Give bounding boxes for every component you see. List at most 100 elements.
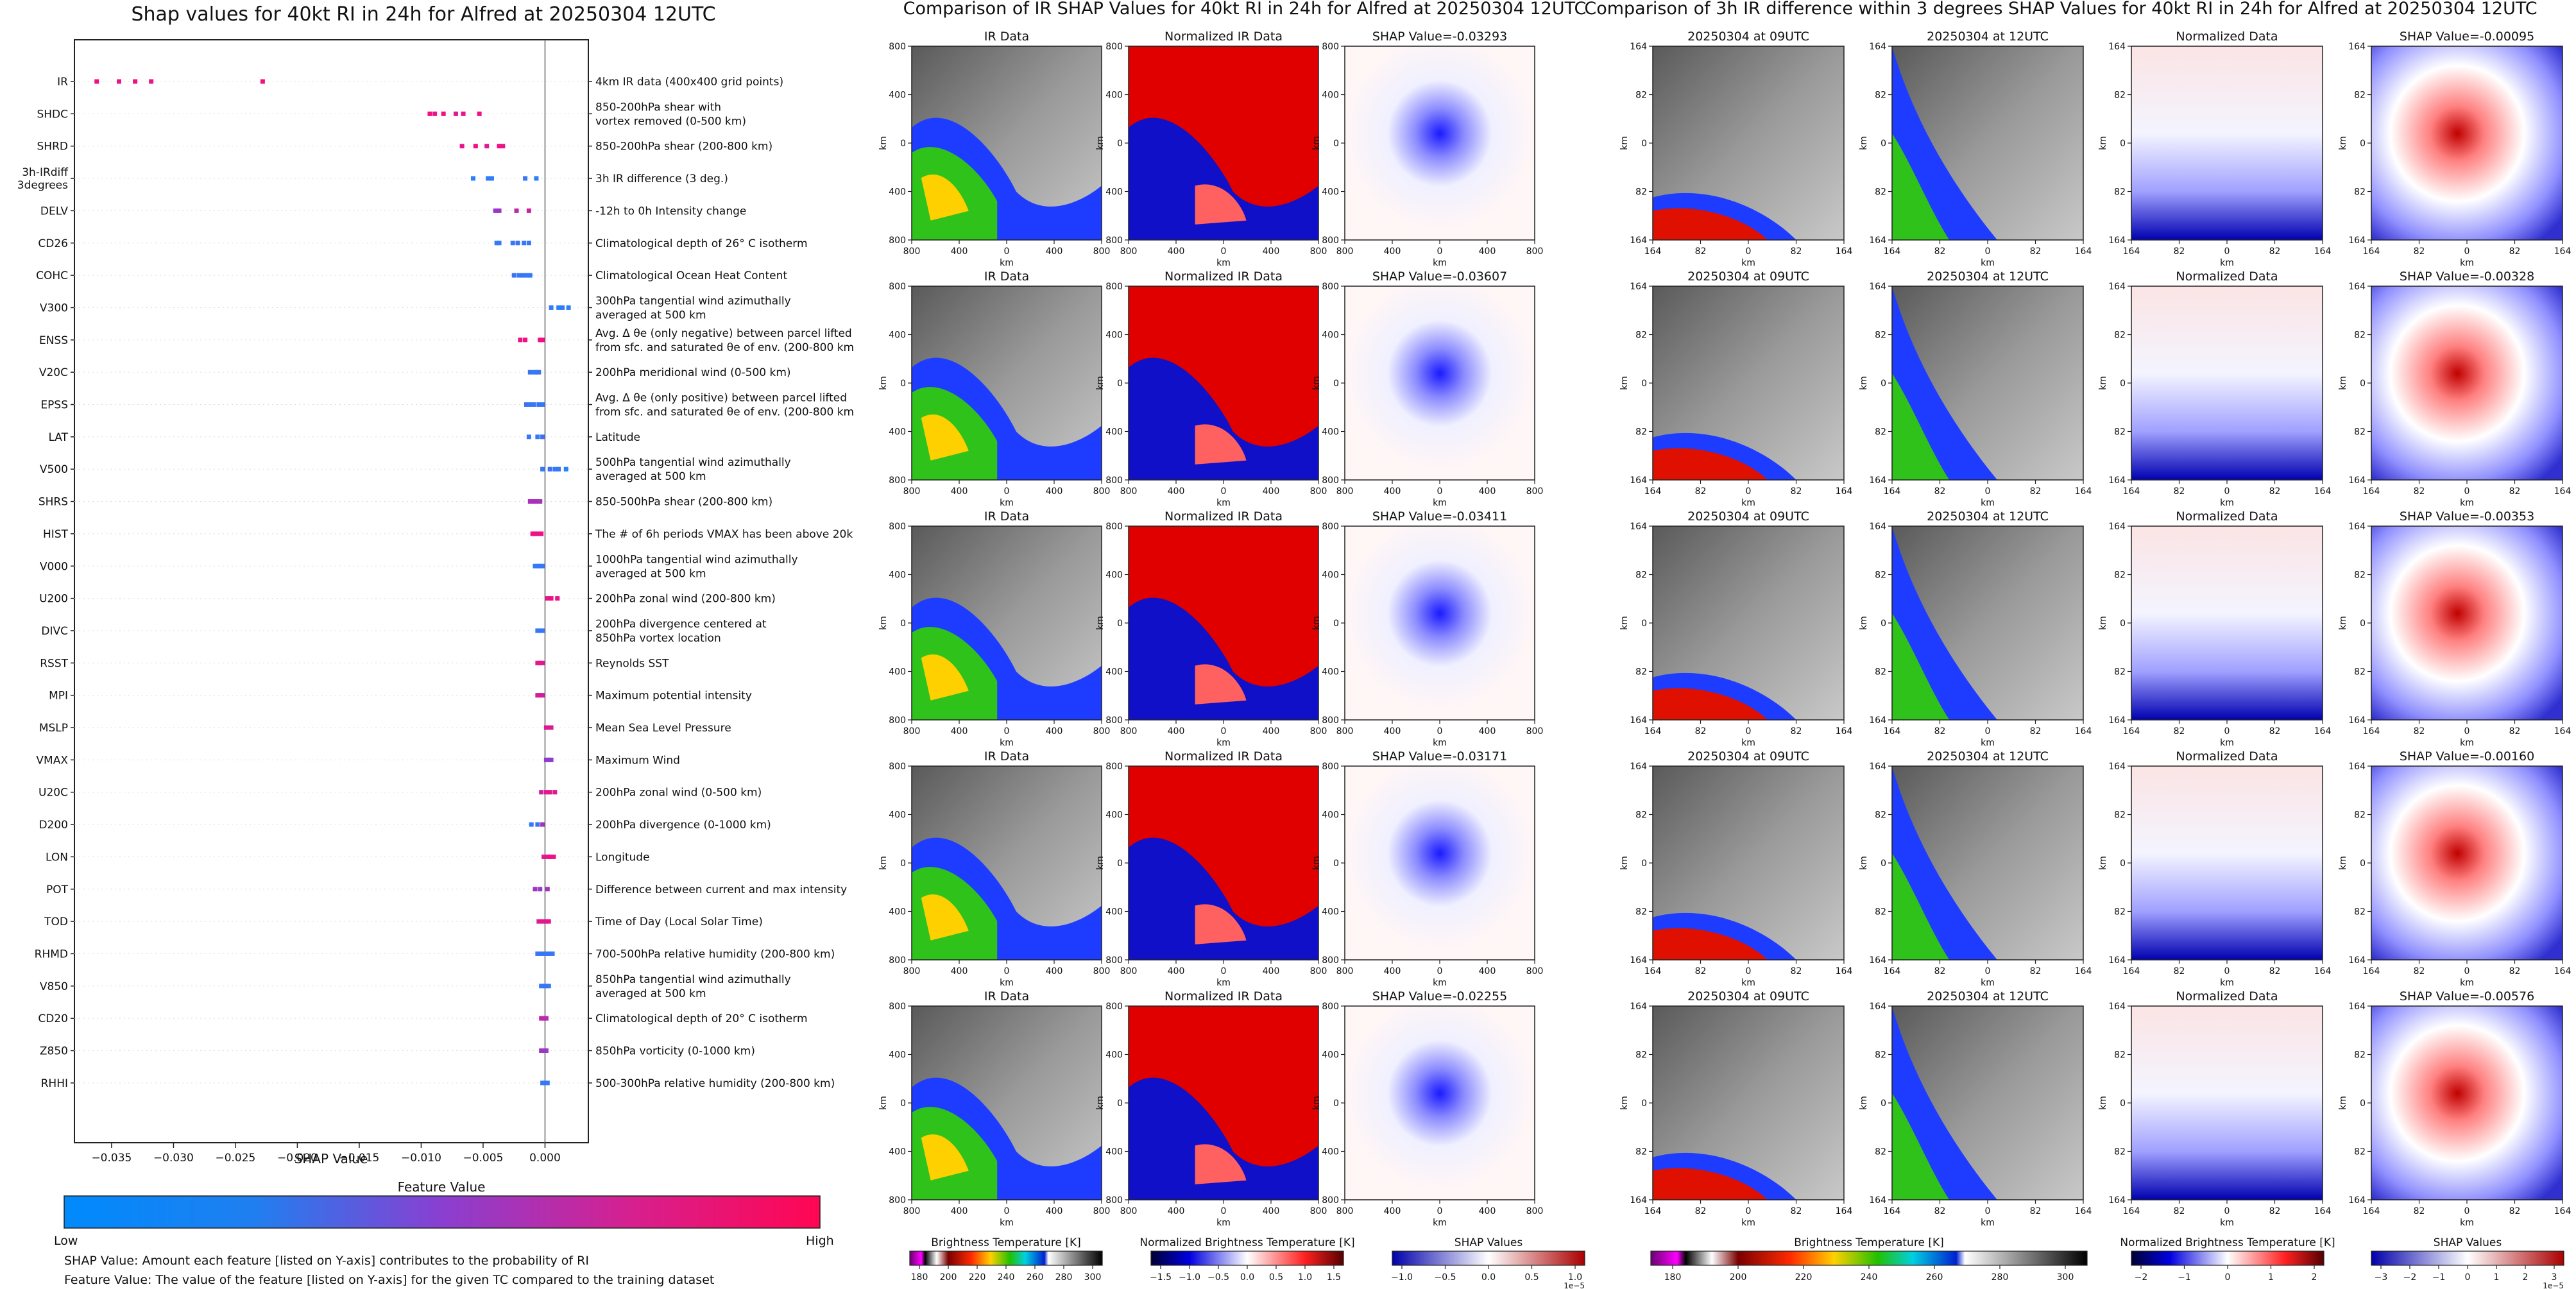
feature-name-label: CD20 bbox=[38, 1012, 68, 1025]
shap-point bbox=[538, 693, 543, 698]
feature-description-label: 200hPa zonal wind (200-800 km) bbox=[595, 593, 776, 606]
y-tick-label: 0 bbox=[2360, 619, 2366, 629]
shap-point bbox=[545, 1080, 550, 1086]
shap-point bbox=[540, 660, 545, 665]
x-axis-label: km bbox=[1216, 258, 1231, 268]
x-tick-label: 164 bbox=[2554, 726, 2572, 737]
shap-point bbox=[538, 499, 543, 504]
feature-name-label: 3h-IRdiff 3degrees bbox=[17, 166, 69, 192]
cloud-core-yellow bbox=[921, 414, 969, 461]
y-tick-label: 164 bbox=[2348, 522, 2366, 532]
y-axis-label: km bbox=[1859, 616, 1869, 630]
y-tick-label: 82 bbox=[1635, 330, 1647, 341]
shap-point bbox=[547, 790, 552, 795]
y-tick-label: 82 bbox=[1635, 667, 1647, 678]
colorbar-tick-label: −1 bbox=[2432, 1272, 2446, 1283]
x-tick-label: 800 bbox=[903, 726, 921, 737]
y-tick-label: 800 bbox=[1105, 42, 1123, 52]
y-tick-label: 82 bbox=[2354, 330, 2366, 341]
shap-point bbox=[556, 466, 561, 472]
colorbar-tick-label: 2 bbox=[2523, 1272, 2529, 1283]
feature-row: POT Difference between current and max in… bbox=[46, 884, 847, 896]
ir-panel: Normalized IR Data8008004004000040040080… bbox=[1095, 509, 1327, 748]
y-tick-label: 164 bbox=[1630, 475, 1647, 486]
panel-title: 20250304 at 12UTC bbox=[1927, 509, 2049, 524]
y-tick-label: 400 bbox=[889, 187, 906, 198]
shap-panel-title: SHAP Value=-0.03171 bbox=[1372, 749, 1507, 764]
panel-title: 20250304 at 12UTC bbox=[1927, 989, 2049, 1003]
feature-description-label: Climatological depth of 26° C isotherm bbox=[595, 237, 808, 250]
shap-point bbox=[494, 241, 499, 246]
shap-point bbox=[543, 919, 549, 924]
panel-title: Normalized Data bbox=[2176, 269, 2278, 284]
x-tick-label: 400 bbox=[1168, 726, 1185, 737]
feature-row: ENSS Avg. Δ θe (only negative) between pa… bbox=[39, 327, 853, 354]
x-axis-label: km bbox=[2220, 978, 2234, 988]
panel-title: Normalized Data bbox=[2176, 30, 2278, 44]
shap-point bbox=[529, 822, 534, 827]
y-tick-label: 82 bbox=[2114, 427, 2126, 438]
shap-point bbox=[533, 887, 538, 892]
x-tick-label: 800 bbox=[1310, 726, 1327, 737]
x-tick-label: 400 bbox=[1263, 246, 1280, 257]
x-tick-label: 800 bbox=[1093, 486, 1111, 497]
colorbar-tick-label: −2 bbox=[2135, 1272, 2148, 1283]
y-tick-label: 164 bbox=[1630, 955, 1647, 966]
x-tick-label: 164 bbox=[1836, 966, 1853, 977]
x-tick-label: 800 bbox=[1120, 966, 1138, 977]
panel-title: 20250304 at 12UTC bbox=[1927, 30, 2049, 44]
panel-title: Normalized IR Data bbox=[1164, 269, 1283, 284]
x-tick-label: 400 bbox=[1046, 726, 1063, 737]
shap-point bbox=[497, 144, 502, 149]
x-tick-label: 400 bbox=[1046, 486, 1063, 497]
colorbar-tick-label: −0.5 bbox=[1435, 1272, 1456, 1283]
x-tick-label: 0 bbox=[2224, 726, 2230, 737]
y-tick-label: 82 bbox=[1635, 187, 1647, 198]
panel-title: 20250304 at 12UTC bbox=[1927, 749, 2049, 764]
x-tick-label: 0 bbox=[1437, 966, 1443, 977]
shap-point bbox=[545, 596, 550, 601]
feature-name-label: SHRD bbox=[37, 141, 68, 153]
x-tick-label: 400 bbox=[951, 486, 968, 497]
colorbar-tick-label: 1.0 bbox=[1298, 1272, 1312, 1283]
feature-row: MPI Maximum potential intensity bbox=[49, 690, 752, 703]
x-axis-label: km bbox=[1000, 498, 1014, 508]
ir-panel: SHAP Value=-0.03607800800400400004004008… bbox=[1311, 269, 1543, 508]
feature-description-label: 850-200hPa shear with vortex removed (0-5… bbox=[595, 101, 746, 128]
x-tick-label: 164 bbox=[2314, 246, 2332, 257]
colorbar-gradient bbox=[1392, 1251, 1585, 1266]
feature-description-label: Maximum potential intensity bbox=[595, 690, 752, 703]
x-tick-label: 400 bbox=[951, 966, 968, 977]
x-tick-label: 82 bbox=[2414, 246, 2425, 257]
y-tick-label: 0 bbox=[1333, 619, 1339, 629]
shap-point bbox=[533, 563, 538, 568]
shap-point bbox=[524, 273, 529, 278]
colorbar-gradient bbox=[909, 1251, 1103, 1266]
shap-point bbox=[535, 434, 540, 440]
cloud-band bbox=[1129, 837, 1318, 960]
ir-panel: Normalized IR Data8008004004000040040080… bbox=[1095, 749, 1327, 988]
shap-point bbox=[539, 1048, 544, 1053]
shap-panel-title: SHAP Value=-0.00095 bbox=[2400, 30, 2534, 44]
shap-point bbox=[542, 1080, 547, 1086]
ir-panel: SHAP Value=-0.03411800800400400004004008… bbox=[1311, 509, 1543, 748]
feature-name-label: V000 bbox=[40, 560, 68, 573]
y-tick-label: 82 bbox=[1635, 907, 1647, 918]
y-tick-label: 800 bbox=[1105, 235, 1123, 246]
shap-point bbox=[540, 693, 545, 698]
feature-name-label: SHDC bbox=[37, 108, 68, 121]
colorbar-tick-label: −2 bbox=[2403, 1272, 2417, 1283]
shap-point bbox=[563, 466, 568, 472]
feature-description-label: 500-300hPa relative humidity (200-800 km… bbox=[595, 1077, 835, 1090]
shap-point bbox=[536, 370, 542, 375]
y-tick-label: 0 bbox=[2120, 139, 2126, 149]
y-tick-label: 0 bbox=[2120, 619, 2126, 629]
shap-point bbox=[461, 111, 466, 116]
y-tick-label: 82 bbox=[2114, 667, 2126, 678]
y-tick-label: 164 bbox=[1630, 42, 1647, 52]
y-tick-label: 82 bbox=[2354, 1050, 2366, 1061]
x-tick-label: 164 bbox=[1644, 1206, 1662, 1216]
feature-row: SHRS 850-500hPa shear (200-800 km) bbox=[38, 496, 772, 509]
shap-heatmap bbox=[2371, 46, 2563, 240]
y-tick-label: 164 bbox=[1869, 955, 1886, 966]
